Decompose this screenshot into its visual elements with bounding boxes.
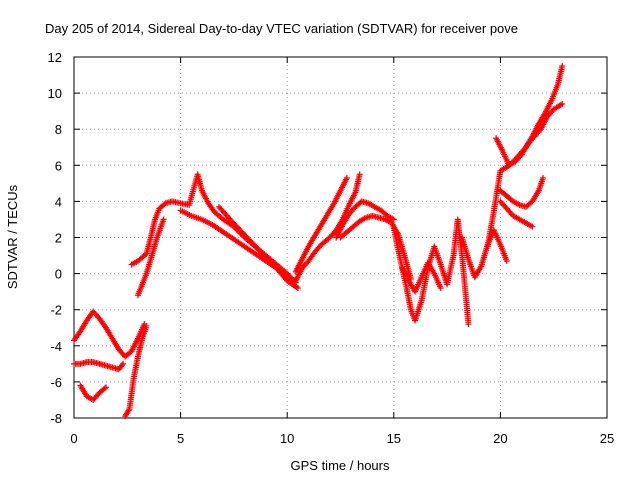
- data-point: [101, 385, 108, 392]
- data-point: [143, 322, 150, 329]
- data-point: [437, 285, 444, 292]
- data-point: [343, 174, 350, 181]
- data-marks: [71, 63, 566, 420]
- y-tick-label: -4: [50, 339, 62, 354]
- y-tick-label: 2: [55, 231, 62, 246]
- x-tick-label: 10: [280, 431, 294, 446]
- data-point: [266, 258, 273, 265]
- data-point: [356, 171, 363, 178]
- data-point: [503, 257, 510, 264]
- y-tick-label: 0: [55, 267, 62, 282]
- data-point: [268, 259, 275, 266]
- data-point: [118, 362, 125, 369]
- x-tick-label: 15: [387, 431, 401, 446]
- data-point: [529, 223, 536, 230]
- x-tick-label: 5: [177, 431, 184, 446]
- data-point: [269, 261, 276, 268]
- data-point: [559, 100, 566, 107]
- y-tick-label: 8: [55, 122, 62, 137]
- data-point: [160, 216, 167, 223]
- x-tick-label: 0: [70, 431, 77, 446]
- data-point: [264, 255, 271, 262]
- chart-title: Day 205 of 2014, Sidereal Day-to-day VTE…: [45, 21, 518, 36]
- axis-ticks: [73, 56, 608, 419]
- y-tick-label: 6: [55, 158, 62, 173]
- y-tick-label: -2: [50, 303, 62, 318]
- data-point: [540, 174, 547, 181]
- data-point: [120, 360, 127, 367]
- y-tick-label: 10: [48, 86, 62, 101]
- data-point: [390, 216, 397, 223]
- y-tick-label: -8: [50, 411, 62, 426]
- data-point: [465, 321, 472, 328]
- tick-labels: 0 5 10 15 20 25 -8 -6 -4 -2 0 2 4 6 8 10 12: [48, 50, 615, 446]
- data-point: [270, 262, 277, 269]
- data-point: [262, 254, 269, 261]
- x-tick-label: 20: [493, 431, 507, 446]
- y-tick-label: 12: [48, 50, 62, 65]
- x-tick-label: 25: [600, 431, 614, 446]
- y-tick-label: 4: [55, 194, 62, 209]
- y-tick-label: -6: [50, 375, 62, 390]
- x-axis-title: GPS time / hours: [291, 458, 390, 473]
- data-point: [102, 384, 109, 391]
- data-point: [559, 63, 566, 70]
- data-point: [265, 257, 272, 264]
- grid: [74, 57, 607, 418]
- data-point: [294, 285, 301, 292]
- y-axis-title: SDTVAR / TECUs: [5, 184, 20, 289]
